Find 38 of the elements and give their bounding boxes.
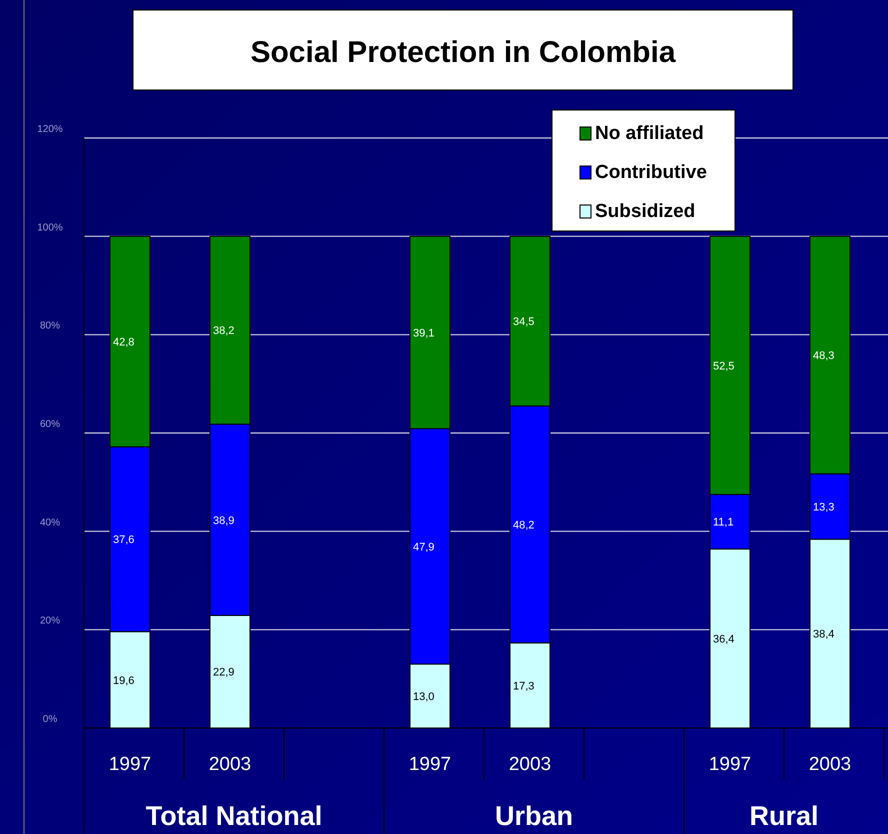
text: Rural: [749, 801, 819, 831]
data-label: 38,2: [213, 325, 234, 338]
y-tick-label: 0%: [42, 714, 58, 725]
text: Total National: [146, 801, 322, 831]
x-tick-label: 1997: [108, 754, 152, 775]
legend-label: Subsidized: [595, 201, 696, 222]
data-label: 48,2: [513, 519, 534, 532]
x-tick-label: 2003: [508, 754, 552, 775]
x-tick-label: 2003: [808, 754, 852, 775]
y-tick-label: 60%: [40, 419, 60, 430]
data-label: 13,0: [413, 691, 434, 704]
x-tick-label: 2003: [208, 754, 252, 775]
y-tick-label: 120%: [37, 124, 63, 135]
data-label: 39,1: [413, 327, 434, 340]
data-label: 52,5: [713, 360, 734, 372]
data-label: 36,4: [713, 634, 734, 646]
data-label: 38,4: [813, 628, 834, 641]
data-label: 19,6: [113, 674, 134, 687]
data-label: 34,5: [513, 316, 534, 328]
x-tick-label: 1997: [708, 754, 752, 775]
legend-label: Contributive: [595, 162, 707, 183]
data-label: 42,8: [113, 336, 134, 349]
y-tick-label: 20%: [40, 616, 60, 627]
y-tick-label: 80%: [40, 320, 60, 332]
data-label: 38,9: [213, 514, 234, 527]
y-tick-label: 100%: [37, 222, 63, 234]
text: Urban: [494, 801, 574, 831]
chart-title: Social Protection in Colombia: [250, 36, 676, 69]
y-tick-label: 40%: [40, 517, 60, 528]
data-label: 13,3: [813, 502, 834, 514]
legend-label: No affiliated: [595, 123, 704, 144]
x-tick-label: 1997: [408, 754, 452, 775]
data-label: 17,3: [513, 680, 534, 692]
data-label: 48,3: [813, 350, 834, 362]
data-label: 47,9: [413, 541, 434, 554]
data-label: 37,6: [113, 534, 134, 546]
data-label: 11,1: [713, 516, 734, 529]
data-label: 22,9: [213, 666, 234, 679]
